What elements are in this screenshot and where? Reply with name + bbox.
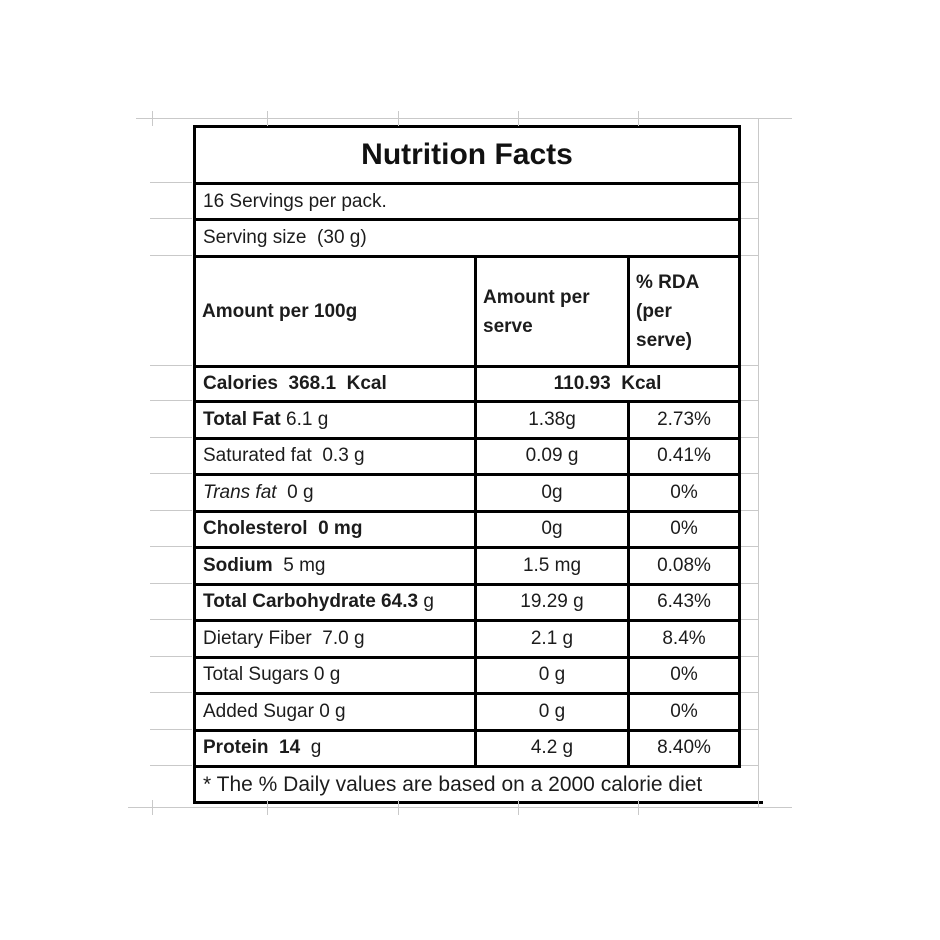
nutrition-facts-table: Nutrition Facts 16 Servings per pack. Se… <box>193 125 741 768</box>
gridline <box>152 111 153 126</box>
gridline <box>741 182 758 183</box>
nutrient-label-cell: Saturated fat 0.3 g <box>196 439 474 473</box>
rda-cell: 0% <box>630 512 738 546</box>
rda-cell: 0% <box>630 695 738 729</box>
rda-cell: 8.40% <box>630 731 738 765</box>
calories-per-serve-cell: 110.93 Kcal <box>477 368 738 400</box>
nutrient-label-cell: Dietary Fiber 7.0 g <box>196 622 474 656</box>
gridline <box>741 546 758 547</box>
gridline <box>136 118 792 119</box>
gridline <box>741 729 758 730</box>
amount-per-100g-header: Amount per 100g <box>196 258 474 365</box>
rda-cell: 8.4% <box>630 622 738 656</box>
gridline <box>150 437 192 438</box>
gridline <box>741 437 758 438</box>
gridline <box>741 365 758 366</box>
gridline <box>150 510 192 511</box>
gridline <box>150 365 192 366</box>
nutrient-label-cell: Added Sugar 0 g <box>196 695 474 729</box>
nutrient-label-cell: Total Fat 6.1 g <box>196 403 474 437</box>
nutrition-facts-title: Nutrition Facts <box>196 128 738 182</box>
rda-cell: 6.43% <box>630 585 738 619</box>
amount-per-serve-cell: 0.09 g <box>477 439 627 473</box>
gridline <box>150 473 192 474</box>
gridline <box>741 765 758 766</box>
gridline <box>398 800 399 815</box>
rda-cell: 0% <box>630 476 738 510</box>
gridline <box>741 510 758 511</box>
gridline <box>741 400 758 401</box>
nutrient-name: Total Fat <box>203 408 287 430</box>
amount-per-serve-cell: 0 g <box>477 658 627 692</box>
gridline <box>741 473 758 474</box>
nutrient-label-cell: Total Carbohydrate 64.3 g <box>196 585 474 619</box>
nutrient-label-cell: Protein 14 g <box>196 731 474 765</box>
nutrient-label-cell: Cholesterol 0 mg <box>196 512 474 546</box>
amount-per-serve-cell: 4.2 g <box>477 731 627 765</box>
gridline <box>128 807 792 808</box>
calories-label-cell: Calories 368.1 Kcal <box>196 368 474 400</box>
gridline <box>150 729 192 730</box>
amount-per-serve-cell: 1.38g <box>477 403 627 437</box>
gridline <box>267 800 268 815</box>
gridline <box>741 692 758 693</box>
gridline <box>150 619 192 620</box>
gridline <box>150 182 192 183</box>
gridline <box>638 800 639 815</box>
rda-header: % RDA (per serve) <box>630 258 738 365</box>
rda-cell: 0% <box>630 658 738 692</box>
amount-per-serve-cell: 19.29 g <box>477 585 627 619</box>
gridline <box>398 111 399 126</box>
gridline <box>741 218 758 219</box>
rda-cell: 0.08% <box>630 549 738 583</box>
amount-per-serve-cell: 2.1 g <box>477 622 627 656</box>
amount-per-serve-header: Amount per serve <box>477 258 627 365</box>
gridline <box>518 111 519 126</box>
gridline <box>150 765 192 766</box>
nutrient-label-cell: Trans fat 0 g <box>196 476 474 510</box>
gridline <box>267 111 268 126</box>
gridline <box>518 800 519 815</box>
gridline <box>758 118 759 808</box>
rda-cell: 2.73% <box>630 403 738 437</box>
rda-cell: 0.41% <box>630 439 738 473</box>
servings-per-pack-cell: 16 Servings per pack. <box>196 185 738 218</box>
nutrient-label-cell: Total Sugars 0 g <box>196 658 474 692</box>
daily-value-footnote: * The % Daily values are based on a 2000… <box>193 768 763 804</box>
nutrient-label-cell: Sodium 5 mg <box>196 549 474 583</box>
gridline <box>741 619 758 620</box>
gridline <box>152 800 153 815</box>
amount-per-serve-cell: 0 g <box>477 695 627 729</box>
gridline <box>150 692 192 693</box>
amount-per-serve-cell: 0g <box>477 476 627 510</box>
gridline <box>150 656 192 657</box>
gridline <box>741 255 758 256</box>
gridline <box>150 400 192 401</box>
gridline <box>150 583 192 584</box>
gridline <box>150 255 192 256</box>
gridline <box>741 583 758 584</box>
gridline <box>150 546 192 547</box>
gridline <box>150 218 192 219</box>
amount-per-serve-cell: 1.5 mg <box>477 549 627 583</box>
amount-per-serve-cell: 0g <box>477 512 627 546</box>
gridline <box>741 656 758 657</box>
serving-size-cell: Serving size (30 g) <box>196 221 738 255</box>
gridline <box>638 111 639 126</box>
